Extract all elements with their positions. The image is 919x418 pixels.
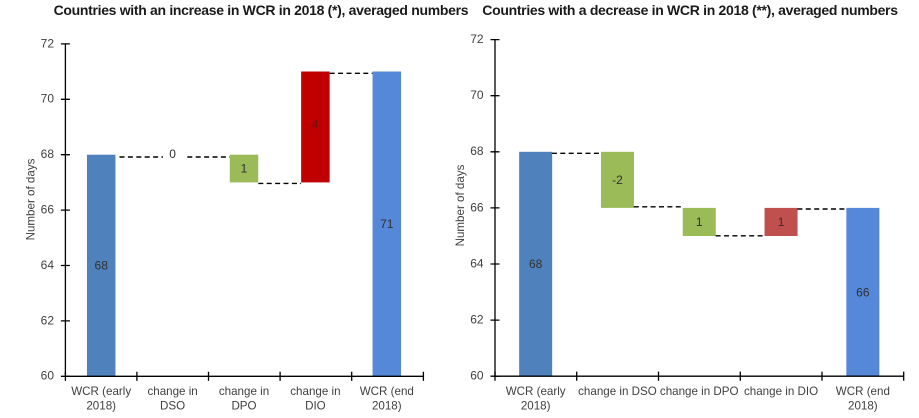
svg-text:WCR (early: WCR (early bbox=[71, 385, 131, 398]
svg-text:change in DPO: change in DPO bbox=[660, 385, 739, 398]
svg-text:62: 62 bbox=[41, 313, 55, 327]
svg-text:72: 72 bbox=[470, 32, 484, 46]
svg-text:WCR (end: WCR (end bbox=[360, 385, 414, 398]
svg-text:68: 68 bbox=[529, 257, 543, 271]
svg-text:1: 1 bbox=[778, 215, 785, 229]
svg-text:68: 68 bbox=[95, 259, 109, 273]
svg-text:change in: change in bbox=[147, 385, 197, 398]
svg-text:64: 64 bbox=[470, 256, 484, 270]
svg-text:71: 71 bbox=[380, 217, 394, 231]
svg-text:DPO: DPO bbox=[231, 399, 256, 412]
svg-text:60: 60 bbox=[470, 369, 484, 383]
svg-text:Number of days: Number of days bbox=[25, 158, 38, 240]
svg-text:change in DIO: change in DIO bbox=[744, 385, 818, 398]
svg-text:4: 4 bbox=[312, 118, 319, 132]
svg-text:66: 66 bbox=[856, 285, 870, 299]
svg-text:72: 72 bbox=[41, 36, 55, 50]
svg-text:64: 64 bbox=[41, 258, 55, 272]
svg-text:1: 1 bbox=[241, 162, 248, 176]
svg-text:66: 66 bbox=[470, 200, 484, 214]
svg-text:0: 0 bbox=[169, 147, 176, 161]
svg-text:2018): 2018) bbox=[848, 399, 878, 412]
svg-text:68: 68 bbox=[41, 147, 55, 161]
svg-text:2018): 2018) bbox=[86, 399, 116, 412]
svg-text:2018): 2018) bbox=[521, 399, 551, 412]
svg-text:WCR (early: WCR (early bbox=[506, 385, 566, 398]
svg-text:DSO: DSO bbox=[160, 399, 185, 412]
svg-text:-2: -2 bbox=[612, 173, 623, 187]
svg-text:change in DSO: change in DSO bbox=[578, 385, 657, 398]
svg-text:Number of days: Number of days bbox=[454, 164, 467, 246]
svg-text:62: 62 bbox=[470, 313, 484, 327]
svg-text:WCR (end: WCR (end bbox=[836, 385, 890, 398]
svg-text:60: 60 bbox=[41, 369, 55, 383]
svg-text:1: 1 bbox=[696, 215, 703, 229]
svg-text:DIO: DIO bbox=[305, 399, 326, 412]
svg-text:68: 68 bbox=[470, 144, 484, 158]
svg-text:2018): 2018) bbox=[372, 399, 402, 412]
svg-text:70: 70 bbox=[41, 92, 55, 106]
svg-text:change in: change in bbox=[219, 385, 269, 398]
svg-text:Countries with a decrease in W: Countries with a decrease in WCR in 2018… bbox=[482, 2, 898, 18]
svg-text:66: 66 bbox=[41, 203, 55, 217]
svg-text:70: 70 bbox=[470, 88, 484, 102]
svg-text:Countries with an increase in: Countries with an increase in WCR in 201… bbox=[54, 2, 469, 18]
svg-text:change in: change in bbox=[290, 385, 340, 398]
